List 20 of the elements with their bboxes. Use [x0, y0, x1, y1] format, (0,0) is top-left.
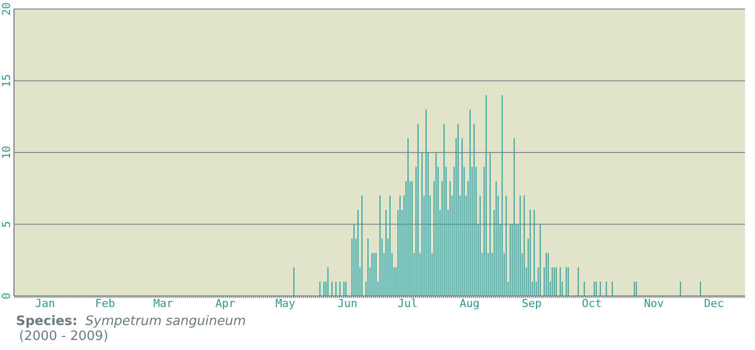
x-tick-label: Mar	[153, 297, 174, 310]
x-tick-label: Jan	[35, 297, 55, 310]
text: (2000 - 2009)	[19, 329, 110, 344]
x-tick-label: May	[275, 297, 296, 310]
text: Sympetrum sanguineum	[85, 314, 246, 329]
y-tick-label: 0	[0, 292, 13, 300]
x-tick-label: Apr	[215, 297, 236, 310]
y-tick-label: 15	[0, 74, 13, 88]
x-tick-label: Nov	[644, 297, 664, 310]
x-tick-label: Jun	[338, 297, 358, 310]
x-tick-label: Oct	[582, 297, 602, 310]
x-tick-label: Feb	[95, 297, 116, 310]
y-tick-label: 20	[0, 2, 13, 16]
x-tick-label: Dec	[704, 297, 724, 310]
x-tick-label: Aug	[460, 297, 480, 310]
y-tick-label: 5	[0, 220, 13, 228]
y-tick-label: 10	[0, 146, 13, 160]
x-tick-label: Jul	[398, 297, 418, 310]
text: Species:	[16, 314, 78, 329]
x-tick-label: Sep	[522, 297, 542, 310]
